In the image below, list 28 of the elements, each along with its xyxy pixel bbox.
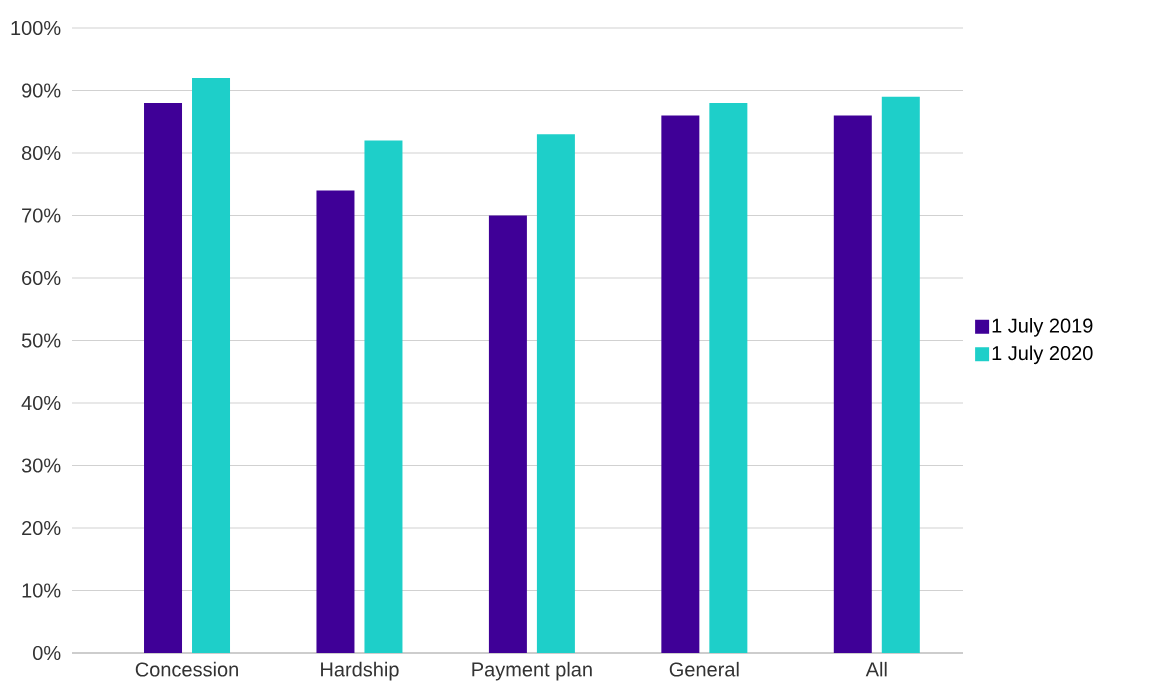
y-tick-label: 90%: [22, 83, 61, 98]
legend-label: 1 July 2020: [992, 345, 1093, 365]
bar: [881, 96, 920, 653]
legend-label: 1 July 2019: [992, 318, 1093, 337]
bar: [364, 140, 403, 653]
y-tick-label: 10%: [22, 583, 61, 598]
bar: [536, 134, 575, 653]
y-tick-label: 30%: [21, 458, 61, 473]
y-tick-label: 40%: [21, 395, 61, 411]
x-tick-label: Hardship: [321, 661, 399, 681]
bar: [833, 115, 872, 653]
bar: [488, 215, 527, 653]
y-tick-label: 0%: [33, 645, 61, 661]
y-tick-label: 20%: [22, 520, 61, 536]
bar: [316, 190, 355, 653]
x-tick-label: Concession: [135, 661, 238, 677]
x-tick-label: All: [865, 661, 887, 677]
bar: [144, 102, 183, 653]
bar: [709, 102, 748, 653]
y-tick-label: 50%: [21, 333, 61, 348]
y-tick-label: 80%: [21, 145, 61, 161]
y-tick-label: 100%: [11, 20, 61, 36]
x-tick-label: General: [669, 661, 739, 677]
y-tick-label: 60%: [22, 270, 61, 286]
bar: [192, 77, 231, 653]
y-tick-label: 70%: [22, 208, 61, 223]
x-tick-label: Payment plan: [472, 661, 592, 681]
bar: [661, 115, 700, 653]
